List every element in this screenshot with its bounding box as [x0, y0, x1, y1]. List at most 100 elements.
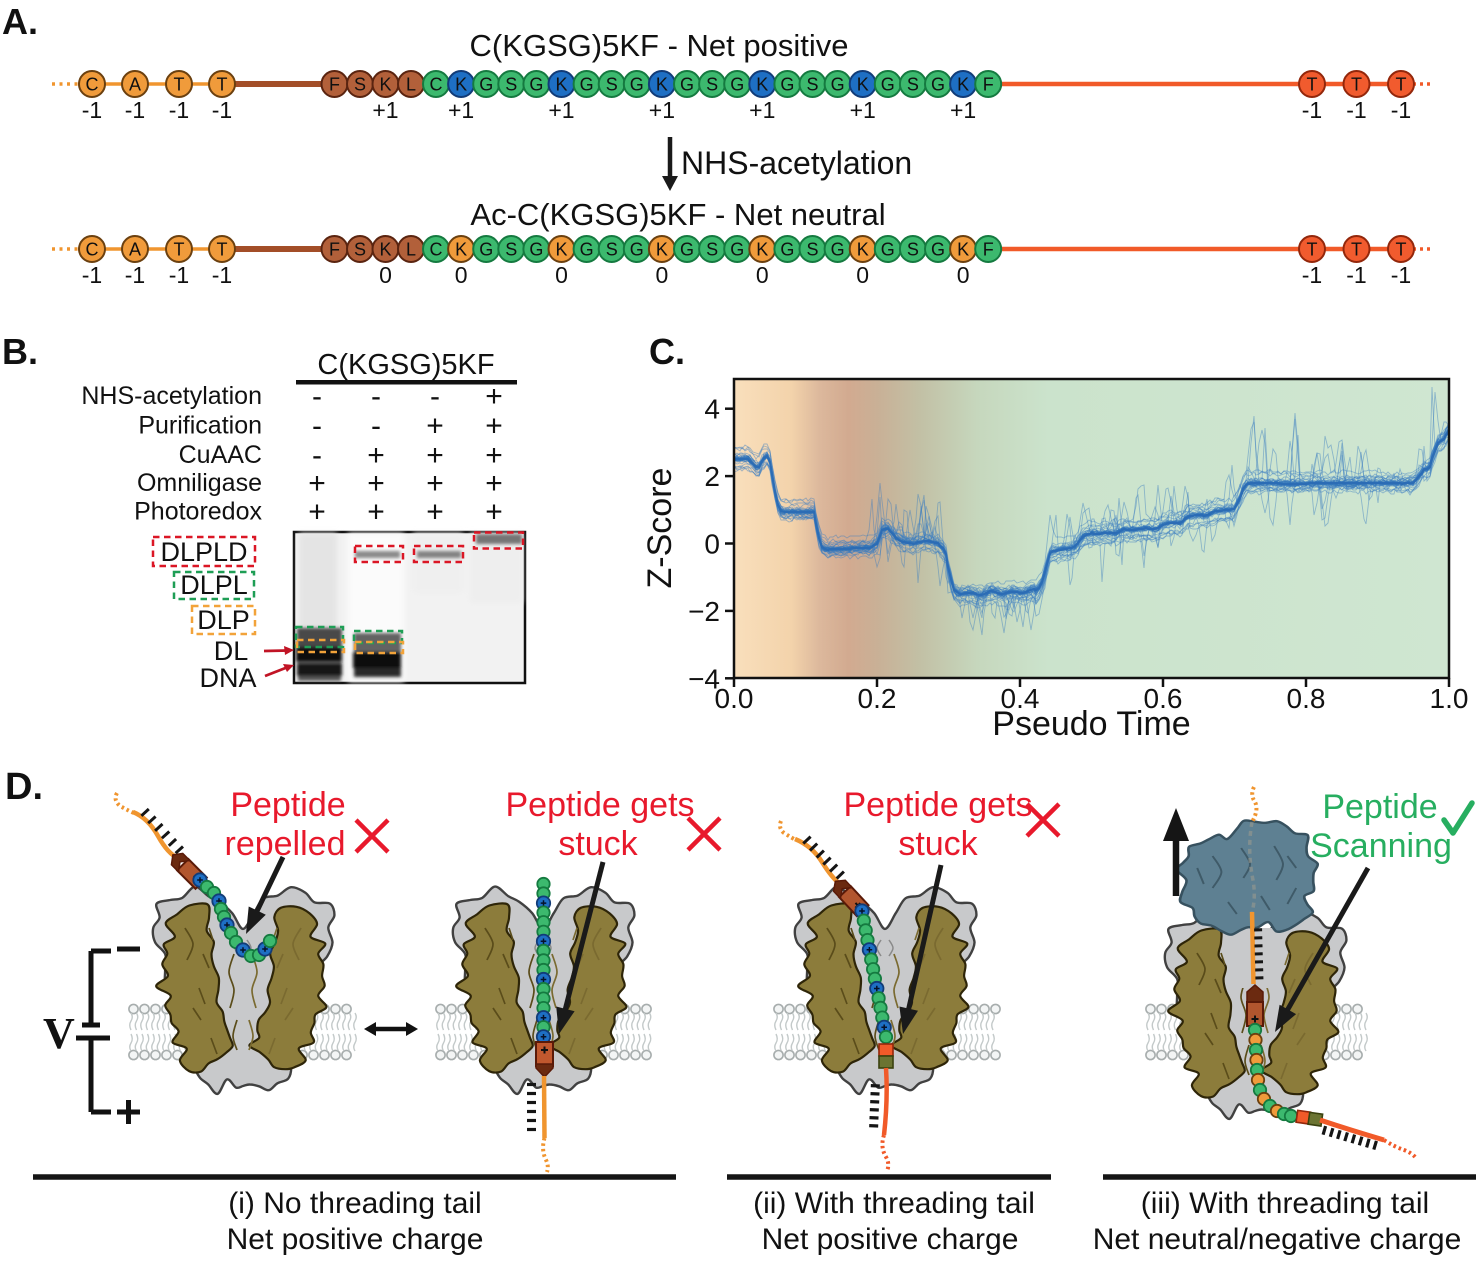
svg-text:T: T [217, 75, 228, 95]
svg-text:stuck: stuck [898, 825, 978, 863]
svg-text:Z-Score: Z-Score [641, 468, 679, 589]
svg-text:G: G [580, 75, 594, 95]
svg-text:K: K [756, 240, 768, 260]
svg-text:DLPLD: DLPLD [160, 537, 247, 567]
svg-text:−4: −4 [688, 663, 720, 694]
svg-text:S: S [354, 75, 366, 95]
svg-text:G: G [630, 75, 644, 95]
svg-text:K: K [957, 240, 969, 260]
svg-text:K: K [555, 75, 567, 95]
svg-text:S: S [505, 240, 517, 260]
svg-text:+1: +1 [548, 97, 574, 123]
svg-text:0.0: 0.0 [715, 683, 754, 714]
svg-text:G: G [479, 240, 493, 260]
svg-text:+: + [485, 439, 503, 472]
svg-text:G: G [780, 75, 794, 95]
svg-text:-1: -1 [125, 97, 145, 123]
svg-text:-1: -1 [125, 262, 145, 288]
svg-text:G: G [831, 240, 845, 260]
svg-text:+: + [367, 439, 385, 472]
svg-text:0.4: 0.4 [1001, 683, 1040, 714]
svg-text:DL: DL [214, 636, 249, 666]
svg-text:Net positive charge: Net positive charge [227, 1223, 484, 1256]
svg-text:B.: B. [2, 331, 38, 372]
svg-text:F: F [983, 240, 994, 260]
svg-text:-1: -1 [1346, 97, 1366, 123]
svg-text:-1: -1 [1391, 262, 1411, 288]
svg-text:-: - [312, 439, 322, 472]
svg-text:G: G [831, 75, 845, 95]
svg-text:S: S [354, 240, 366, 260]
svg-text:+1: +1 [749, 97, 775, 123]
svg-text:T: T [1307, 75, 1318, 95]
svg-text:-: - [371, 410, 381, 443]
svg-text:A: A [129, 240, 141, 260]
svg-text:CuAAC: CuAAC [179, 441, 262, 469]
svg-text:-: - [312, 410, 322, 443]
svg-text:S: S [907, 75, 919, 95]
svg-text:D.: D. [5, 766, 43, 808]
svg-text:S: S [505, 75, 517, 95]
svg-text:C(KGSG)5KF - Net positive: C(KGSG)5KF - Net positive [470, 28, 849, 63]
svg-text:Ac-C(KGSG)5KF - Net neutral: Ac-C(KGSG)5KF - Net neutral [470, 197, 885, 232]
svg-text:+1: +1 [448, 97, 474, 123]
svg-text:-: - [371, 380, 381, 413]
svg-text:(iii) With threading tail: (iii) With threading tail [1141, 1187, 1429, 1220]
svg-text:+: + [485, 380, 503, 413]
svg-text:0: 0 [656, 262, 669, 288]
svg-text:-: - [430, 380, 440, 413]
svg-text:S: S [806, 240, 818, 260]
svg-text:K: K [455, 240, 467, 260]
svg-text:K: K [379, 240, 391, 260]
svg-text:T: T [1351, 75, 1362, 95]
svg-text:G: G [730, 240, 744, 260]
svg-text:0.8: 0.8 [1287, 683, 1326, 714]
svg-text:NHS-acetylation: NHS-acetylation [81, 382, 262, 410]
svg-text:−2: −2 [688, 596, 720, 627]
svg-text:+: + [426, 496, 444, 529]
svg-text:+: + [367, 496, 385, 529]
svg-text:DLP: DLP [197, 605, 250, 635]
svg-text:+1: +1 [850, 97, 876, 123]
svg-text:G: G [580, 240, 594, 260]
svg-text:-1: -1 [1346, 262, 1366, 288]
svg-text:G: G [680, 75, 694, 95]
svg-text:C: C [430, 75, 443, 95]
svg-text:A.: A. [2, 1, 38, 42]
svg-text:+1: +1 [372, 97, 398, 123]
svg-text:Net neutral/negative charge: Net neutral/negative charge [1093, 1223, 1462, 1256]
svg-text:stuck: stuck [558, 825, 638, 863]
svg-text:+: + [308, 496, 326, 529]
svg-text:C.: C. [649, 331, 685, 372]
svg-text:+: + [485, 467, 503, 500]
svg-text:0: 0 [379, 262, 392, 288]
svg-text:Peptide: Peptide [230, 786, 345, 824]
svg-text:G: G [529, 75, 543, 95]
svg-text:-1: -1 [82, 97, 102, 123]
svg-text:S: S [606, 240, 618, 260]
svg-text:L: L [406, 75, 416, 95]
svg-text:4: 4 [704, 394, 720, 425]
svg-text:G: G [630, 240, 644, 260]
svg-text:+: + [367, 467, 385, 500]
svg-text:-1: -1 [169, 262, 189, 288]
svg-text:V: V [43, 1009, 75, 1058]
svg-text:G: G [931, 240, 945, 260]
svg-text:C: C [86, 75, 99, 95]
svg-text:-1: -1 [212, 97, 232, 123]
svg-text:S: S [706, 75, 718, 95]
svg-text:-1: -1 [1302, 97, 1322, 123]
svg-text:G: G [529, 240, 543, 260]
svg-text:0: 0 [957, 262, 970, 288]
svg-text:repelled: repelled [225, 825, 346, 863]
svg-text:S: S [907, 240, 919, 260]
svg-text:DLPL: DLPL [180, 570, 248, 600]
svg-text:C: C [430, 240, 443, 260]
svg-text:Pseudo Time: Pseudo Time [992, 705, 1190, 743]
svg-text:T: T [1396, 75, 1407, 95]
svg-text:S: S [706, 240, 718, 260]
svg-text:+: + [485, 496, 503, 529]
svg-text:-1: -1 [82, 262, 102, 288]
svg-text:(ii) With threading tail: (ii) With threading tail [753, 1187, 1035, 1220]
svg-text:K: K [756, 75, 768, 95]
